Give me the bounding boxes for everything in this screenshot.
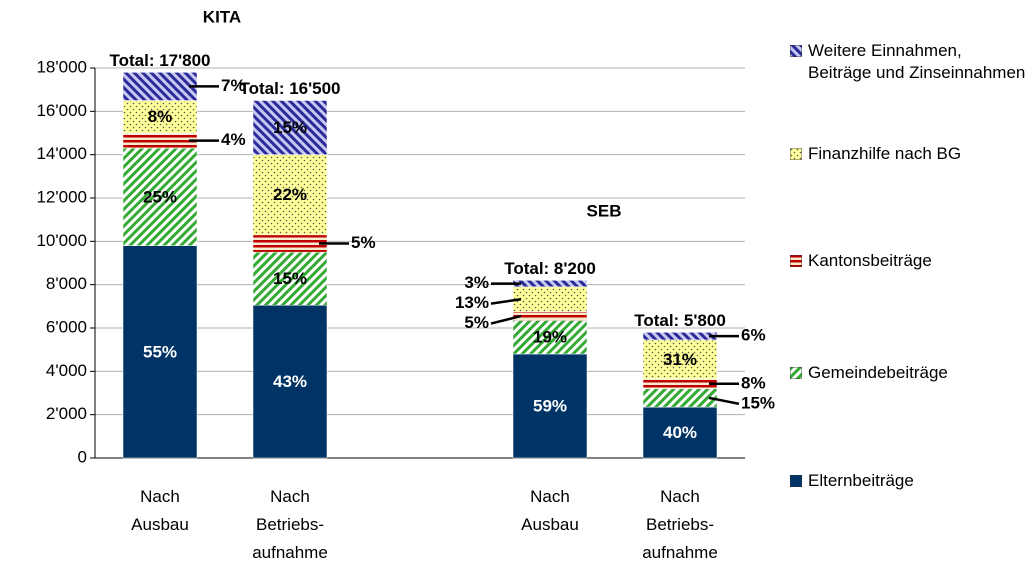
data-label: 31% (663, 350, 697, 369)
data-label: 59% (533, 396, 567, 415)
bar-segment (512, 280, 588, 288)
legend-swatch (790, 148, 802, 160)
y-tick-label: 10'000 (36, 231, 87, 250)
legend-item: Kantonsbeiträge (790, 250, 1026, 272)
legend-item: Elternbeiträge (790, 470, 1026, 492)
data-label: 6% (741, 326, 766, 345)
bar-segment (512, 320, 588, 355)
legend-label: Weitere Einnahmen, Beiträge und Zinseinn… (808, 41, 1026, 82)
bar-segment (122, 245, 198, 459)
y-tick-label: 4'000 (46, 361, 87, 380)
y-tick-label: 6'000 (46, 317, 87, 336)
data-label: 22% (273, 185, 307, 204)
x-tick-label: Nach Ausbau (131, 487, 189, 534)
legend-label: Gemeindebeiträge (808, 363, 948, 382)
legend-label: Finanzhilfe nach BG (808, 144, 962, 163)
legend-item: Weitere Einnahmen, Beiträge und Zinseinn… (790, 40, 1026, 84)
legend-label: Elternbeiträge (808, 471, 914, 490)
x-tick-label: Nach Betriebs-aufnahme (252, 487, 328, 562)
total-label: Total: 5'800 (634, 311, 726, 330)
bar-segment (512, 286, 588, 313)
data-label: 25% (143, 187, 177, 206)
data-label: 15% (273, 269, 307, 288)
total-label: Total: 17'800 (109, 51, 210, 70)
data-label: 5% (464, 313, 489, 332)
bar-segment (122, 147, 198, 246)
data-label: 19% (533, 328, 567, 347)
legend-item: Gemeindebeiträge (790, 362, 1026, 384)
data-label: 15% (273, 118, 307, 137)
data-label: 8% (148, 107, 173, 126)
bar-segment (122, 72, 198, 101)
bar-segment (252, 305, 328, 459)
legend-label: Kantonsbeiträge (808, 251, 932, 270)
data-label: 5% (351, 233, 376, 252)
leader-line (708, 396, 740, 406)
data-label: 40% (663, 423, 697, 442)
bar-segment (642, 332, 718, 341)
chart: KITA SEB 0 2'000 4'000 6'000 8'000 10'000 12'0… (36, 7, 775, 562)
data-label: 4% (221, 130, 246, 149)
total-label: Total: 16'500 (239, 79, 340, 98)
legend-item: Finanzhilfe nach BG (790, 143, 1026, 165)
leader-line (490, 314, 522, 325)
leader-line (490, 298, 522, 305)
data-label: 7% (221, 76, 246, 95)
y-tick-label: 2'000 (46, 404, 87, 423)
x-tick-label: Nach Betriebs-aufnahme (642, 487, 718, 562)
legend-swatch (790, 475, 802, 487)
y-tick-label: 18'000 (36, 57, 87, 76)
x-tick-label: Nach Ausbau (521, 487, 579, 534)
data-label: 15% (741, 393, 775, 412)
group-label: KITA (203, 7, 241, 26)
bar-segment (642, 378, 718, 389)
bar-segment (252, 234, 328, 253)
bar-segment (512, 311, 588, 321)
legend-swatch (790, 367, 802, 379)
total-label: Total: 8'200 (504, 259, 596, 278)
y-tick-label: 0 (78, 447, 87, 466)
y-tick-label: 14'000 (36, 144, 87, 163)
bar-segment (122, 132, 198, 149)
data-label: 8% (741, 373, 766, 392)
bar-segment (252, 154, 328, 236)
data-label: 43% (273, 372, 307, 391)
bar-segment (512, 353, 588, 459)
group-label: SEB (587, 201, 622, 220)
y-tick-label: 12'000 (36, 187, 87, 206)
y-tick-label: 16'000 (36, 101, 87, 120)
bar-segment (642, 388, 718, 408)
legend-swatch (790, 45, 802, 57)
bar-segment (122, 100, 198, 134)
bar-segment (252, 100, 328, 155)
legend-swatch (790, 255, 802, 267)
bar-segment (642, 406, 718, 459)
y-tick-label: 8'000 (46, 274, 87, 293)
data-label: 55% (143, 342, 177, 361)
data-label: 13% (455, 293, 489, 312)
data-label: 3% (464, 273, 489, 292)
